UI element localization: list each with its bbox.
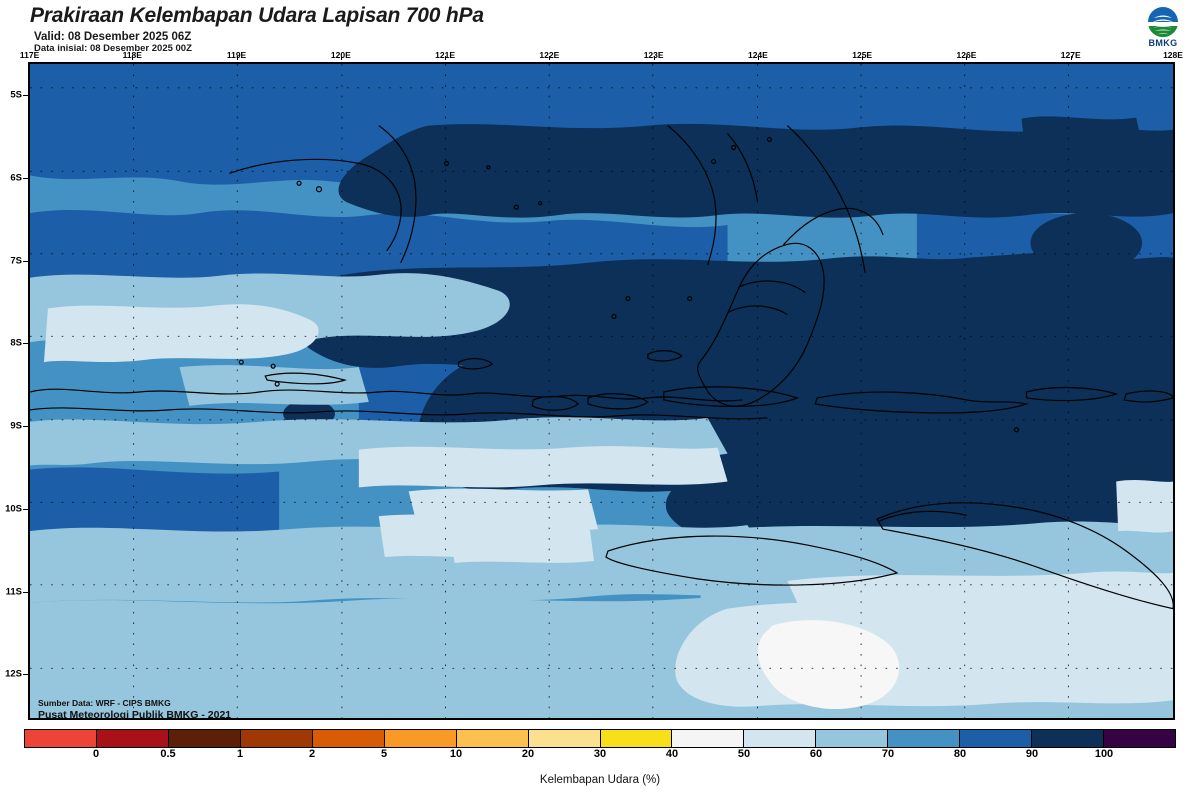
colorbar-tick-label: 1 [236,748,244,760]
colorbar-tick-label: 2 [308,748,316,760]
y-tick-label: 10S [5,503,22,515]
colorbar-swatch [312,730,385,747]
y-tick-mark [23,591,28,593]
colorbar-tick-label: 10 [449,748,463,760]
colorbar-tick-label: 90 [1025,748,1039,760]
x-tick-mark [1070,56,1072,60]
colorbar-swatch [744,730,817,747]
colorbar-tick-label: 70 [881,748,895,760]
colorbar-tick-label: 40 [665,748,679,760]
x-tick-mark [757,56,759,60]
colorbar-tick-label: 80 [953,748,967,760]
graticule-grid [30,64,1173,718]
x-tick-mark [653,56,655,60]
fill-band-40-50 [757,620,900,710]
map-plot-area [28,62,1175,720]
coastlines [30,125,1173,610]
colorbar-tick-label: 50 [737,748,751,760]
x-tick-mark [862,56,864,60]
colorbar-swatch [456,730,529,747]
x-tick-label: 122E [539,50,560,60]
x-tick-label: 124E [747,50,768,60]
colorbar-tick-label: 30 [593,748,607,760]
page-title: Prakiraan Kelembapan Udara Lapisan 700 h… [30,4,484,27]
x-tick-label: 120E [330,50,351,60]
x-tick-label: 125E [852,50,873,60]
bmkg-logo: BMKG [1134,6,1192,52]
x-tick-mark [132,56,134,60]
humidity-contour-map [30,64,1173,718]
colorbar-tick-label: 5 [380,748,388,760]
y-tick-label: 5S [10,89,22,101]
x-tick-mark [549,56,551,60]
colorbar-tick-label: 100 [1094,748,1114,760]
y-tick-mark [23,426,28,428]
initial-data-label: Data inisial: 08 Desember 2025 00Z [34,43,192,54]
y-tick-label: 8S [10,337,22,349]
y-tick-mark [23,508,28,510]
colorbar-title: Kelembapan Udara (%) [539,774,661,786]
x-tick-mark [340,56,342,60]
y-tick-label: 9S [10,420,22,432]
colorbar-swatch [528,730,601,747]
colorbar-tick-label: 20 [521,748,535,760]
y-tick-label: 11S [5,586,22,598]
x-tick-mark [236,56,238,60]
colorbar-swatch [25,730,97,747]
bmkg-logo-icon [1148,7,1178,38]
x-tick-label: 127E [1060,50,1081,60]
y-tick-label: 7S [10,255,22,267]
x-tick-label: 121E [435,50,456,60]
y-tick-label: 6S [10,172,22,184]
x-tick-label: 128E [1163,50,1183,60]
y-tick-label: 12S [5,668,22,680]
colorbar-swatch [240,730,313,747]
x-tick-label: 123E [643,50,664,60]
organization-label: Pusat Meteorologi Publik BMKG - 2021 [38,709,232,721]
colorbar-swatch [672,730,745,747]
colorbar-swatch [960,730,1033,747]
x-tick-label: 126E [956,50,977,60]
colorbar-tick-label: 60 [809,748,823,760]
y-tick-mark [23,95,28,97]
colorbar-tick-label: 0.5 [160,748,176,760]
x-tick-mark [445,56,447,60]
colorbar-swatch [888,730,961,747]
bmkg-logo-text: BMKG [1148,38,1178,48]
colorbar-swatch [384,730,457,747]
x-tick-mark [966,56,968,60]
colorbar-swatch [1032,730,1105,747]
x-tick-label: 119E [226,50,247,60]
y-tick-mark [23,343,28,345]
colorbar-swatch [816,730,889,747]
y-tick-mark [23,260,28,262]
colorbar-swatch [1104,730,1175,747]
valid-time-label: Valid: 08 Desember 2025 06Z [34,31,192,43]
colorbar-swatch [168,730,241,747]
x-tick-label: 117E [19,50,40,60]
colorbar-tick-label: 0 [92,748,100,760]
y-tick-mark [23,177,28,179]
x-tick-label: 118E [122,50,142,60]
colorbar [24,729,1176,748]
y-tick-mark [23,674,28,676]
colorbar-swatch [96,730,169,747]
data-source-label: Sumber Data: WRF - CIPS BMKG [38,698,171,708]
colorbar-swatch [600,730,673,747]
